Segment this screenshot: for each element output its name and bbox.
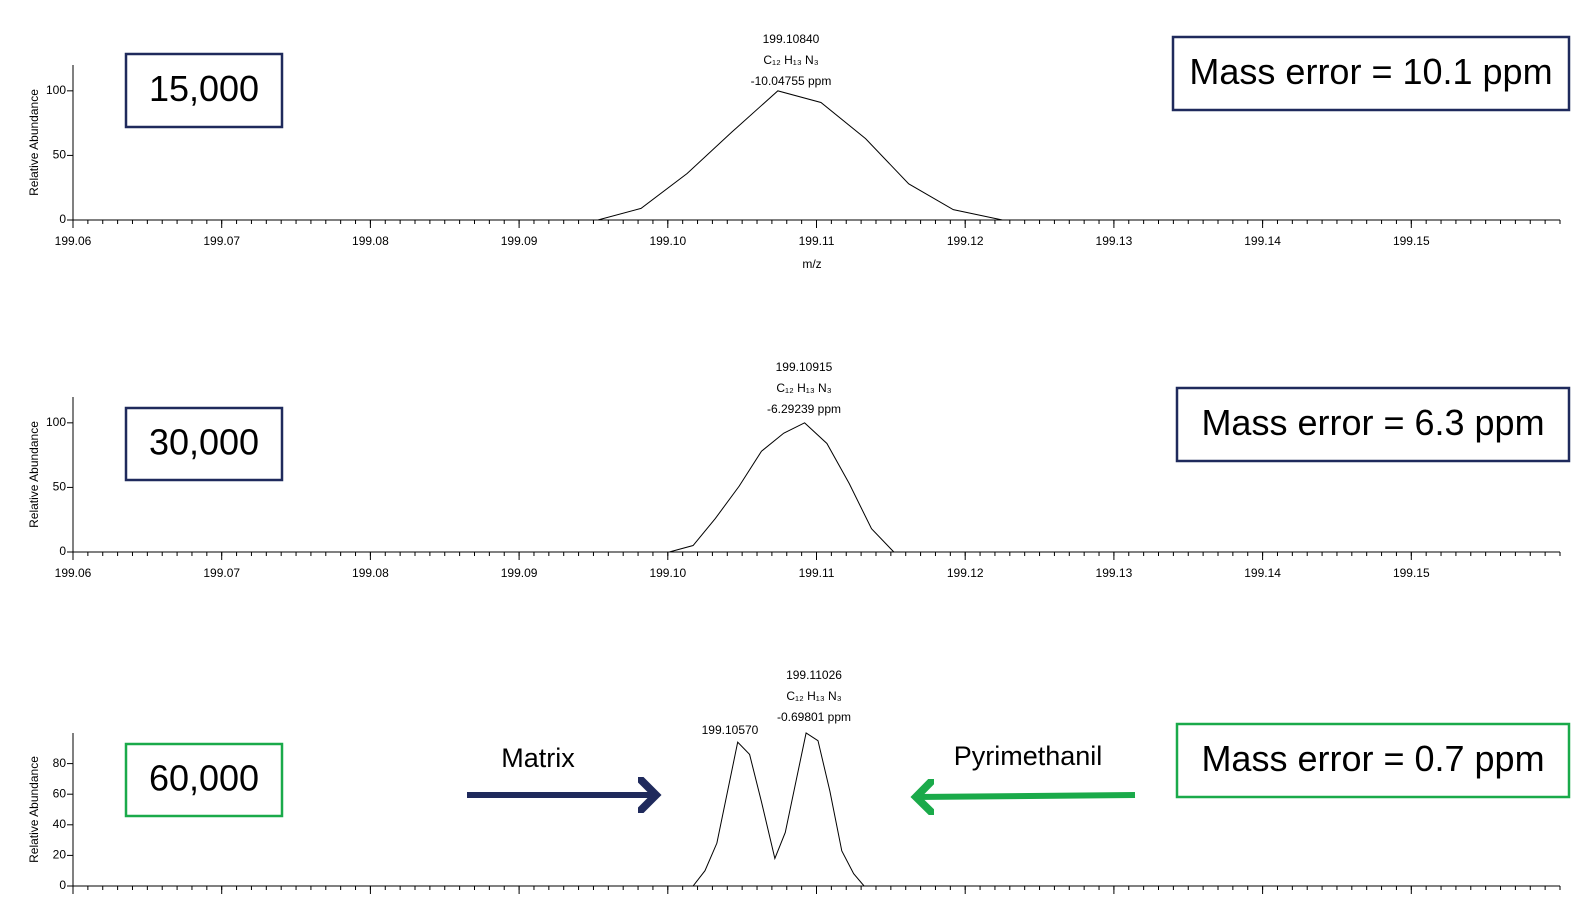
y-tick-label: 60 — [53, 786, 67, 800]
panel: 199.06 199.07 199.08 199.09 199.10 199.11 199.… — [27, 360, 1571, 580]
x-tick-label: 199.13 — [1096, 566, 1133, 580]
spectrum-line — [73, 90, 1560, 221]
y-axis-label: Relative Abundance — [27, 89, 41, 196]
x-tick-label: 199.14 — [1244, 566, 1281, 580]
y-tick-label: 80 — [53, 756, 67, 770]
analyte-arrow — [916, 795, 1136, 797]
y-axis-label: Relative Abundance — [27, 756, 41, 863]
x-tick-label: 199.07 — [203, 234, 240, 248]
x-tick-label: 199.11 — [799, 566, 835, 580]
analyte-label: Pyrimethanil — [954, 741, 1103, 771]
y-tick-label: 40 — [53, 817, 67, 831]
x-tick-label: 199.08 — [352, 234, 389, 248]
peak-annotation: -0.69801 ppm — [777, 710, 851, 724]
mass-error-box — [1171, 35, 1571, 112]
matrix-label: Matrix — [501, 743, 575, 773]
x-axis-label: m/z — [802, 257, 821, 271]
resolution-box — [124, 742, 284, 818]
y-tick-label: 50 — [53, 480, 67, 494]
spectrum-line — [73, 732, 1560, 887]
x-tick-label: 199.15 — [1393, 566, 1430, 580]
resolution: 30,000 — [149, 422, 259, 463]
matrix-peak-label: 199.10570 — [702, 723, 759, 737]
x-tick-label: 199.10 — [649, 566, 686, 580]
peak-annotation: 199.10840 — [763, 32, 820, 46]
mass-error: Mass error = 6.3 ppm — [1201, 402, 1544, 443]
mass-error-box — [1175, 386, 1571, 463]
y-tick-label: 100 — [46, 415, 66, 429]
y-tick-label: 0 — [59, 212, 66, 226]
y-tick-label: 0 — [59, 544, 66, 558]
peak-annotation: C₁₂ H₁₃ N₃ — [776, 381, 831, 395]
peak-annotation: -6.29239 ppm — [767, 402, 841, 416]
mass-error: Mass error = 10.1 ppm — [1189, 51, 1552, 92]
resolution-box — [124, 52, 284, 129]
x-tick-label: 199.11 — [799, 234, 835, 248]
x-tick-label: 199.09 — [501, 234, 538, 248]
resolution-box — [124, 406, 284, 482]
peak-annotation: 199.10915 — [776, 360, 833, 374]
x-tick-label: 199.15 — [1393, 234, 1430, 248]
x-tick-label: 199.09 — [501, 566, 538, 580]
peak-annotation: 199.11026 — [786, 668, 842, 682]
x-tick-label: 199.06 — [55, 566, 92, 580]
x-tick-label: 199.13 — [1096, 234, 1133, 248]
spectrum-line — [73, 422, 1560, 553]
x-tick-label: 199.12 — [947, 566, 984, 580]
peak-annotation: C₁₂ H₁₃ N₃ — [786, 689, 841, 703]
resolution: 60,000 — [149, 758, 259, 799]
y-tick-label: 20 — [53, 848, 67, 862]
panel: 199.06 199.07 199.08 199.09 199.10 199.11 199.… — [27, 32, 1571, 271]
panel: 0 20 40 60 80 Relative Abundance 199.11026 C₁₂ … — [27, 668, 1571, 894]
x-tick-label: 199.14 — [1244, 234, 1281, 248]
x-tick-label: 199.08 — [352, 566, 389, 580]
x-tick-label: 199.06 — [55, 234, 92, 248]
y-tick-label: 50 — [53, 148, 67, 162]
peak-annotation: -10.04755 ppm — [751, 74, 832, 88]
peak-annotation: C₁₂ H₁₃ N₃ — [763, 53, 818, 67]
y-tick-label: 0 — [59, 878, 66, 892]
x-tick-label: 199.10 — [649, 234, 686, 248]
y-axis-label: Relative Abundance — [27, 421, 41, 528]
resolution: 15,000 — [149, 68, 259, 109]
y-tick-label: 100 — [46, 83, 66, 97]
x-tick-label: 199.07 — [203, 566, 240, 580]
mass-error: Mass error = 0.7 ppm — [1201, 738, 1544, 779]
x-tick-label: 199.12 — [947, 234, 984, 248]
mass-error-box — [1175, 722, 1571, 799]
